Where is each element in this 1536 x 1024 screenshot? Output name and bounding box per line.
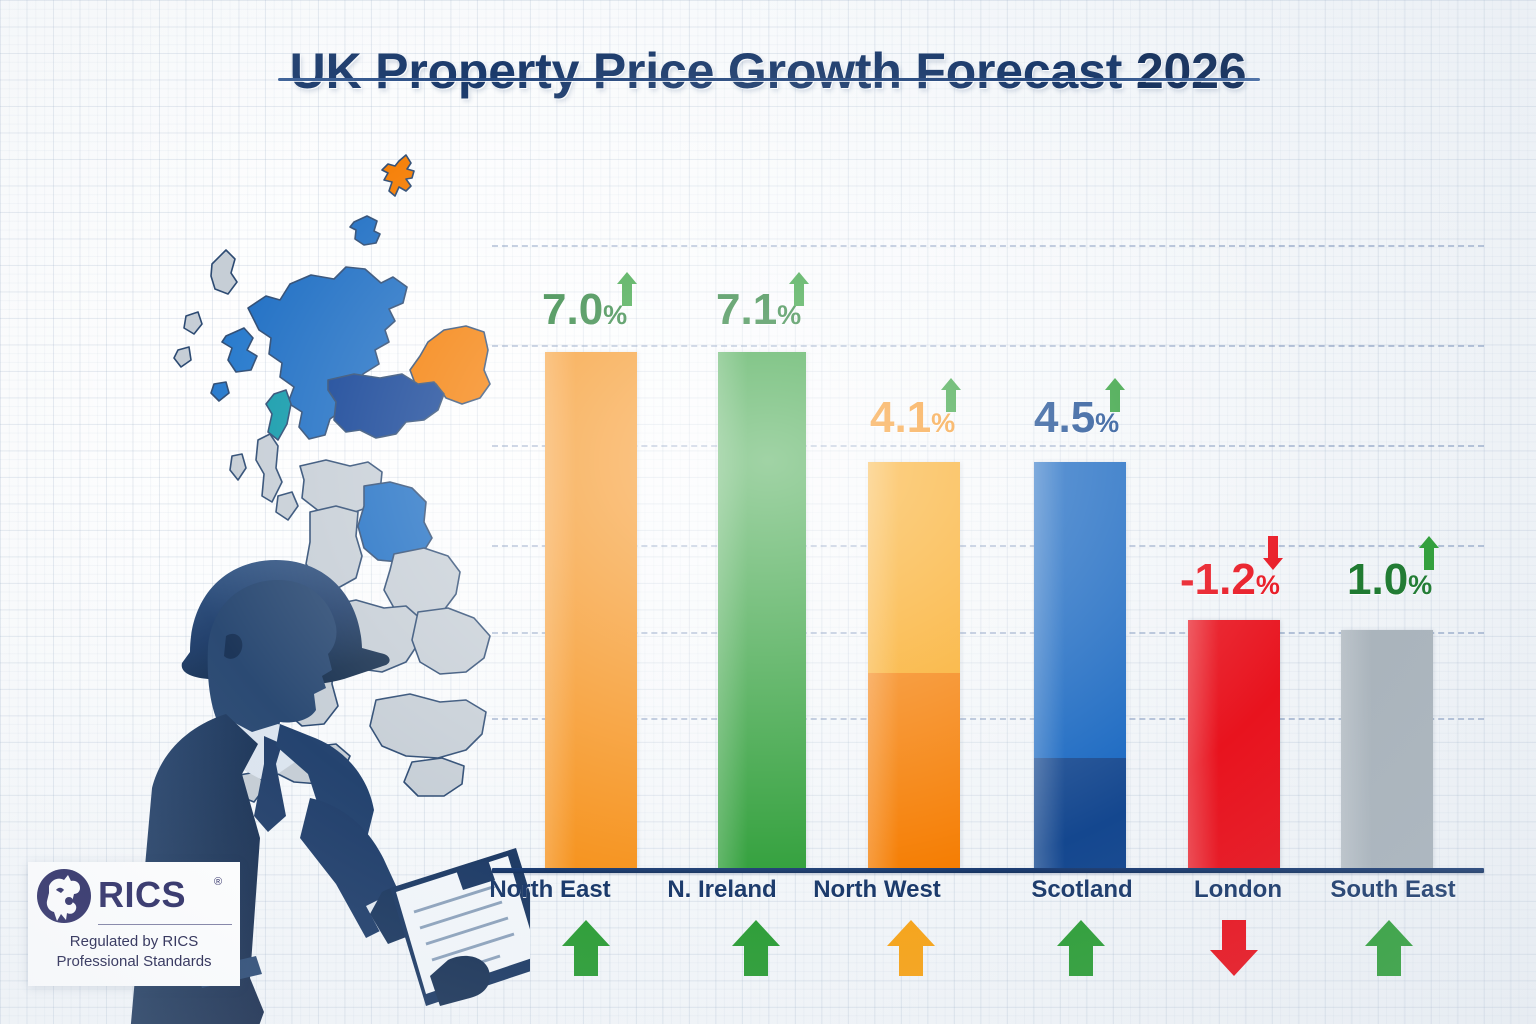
gridline	[492, 718, 1484, 720]
value-percent-sign: %	[1255, 570, 1280, 600]
category-label-n-ireland: N. Ireland	[667, 876, 777, 903]
value-number: -1.2	[1180, 555, 1256, 604]
map-region-skye	[210, 327, 258, 402]
value-number: 4.5	[1034, 393, 1096, 442]
title-block: UK Property Price Growth Forecast 2026	[0, 44, 1536, 98]
value-number: 7.0	[542, 285, 604, 334]
map-region-shetland	[381, 154, 415, 197]
direction-arrow-london	[1210, 920, 1258, 976]
trend-up-arrow-south-east	[1419, 536, 1439, 570]
map-region-kintyre	[229, 433, 299, 521]
value-percent-sign: %	[931, 408, 956, 438]
value-number: 4.1	[870, 393, 932, 442]
logo-subtitle-line1: Regulated by RICS	[69, 933, 199, 950]
map-region-central-scotland	[327, 373, 445, 439]
bar-scotland[interactable]	[1034, 462, 1126, 868]
direction-arrow-scotland	[1057, 920, 1105, 976]
trend-up-arrow-n-ireland	[789, 272, 809, 306]
value-number: 1.0	[1347, 555, 1409, 604]
value-label-north-east: 7.0%	[542, 288, 627, 332]
trend-up-arrow-north-west	[941, 378, 961, 412]
direction-arrow-south-east	[1365, 920, 1413, 976]
category-label-scotland: Scotland	[1031, 876, 1133, 903]
value-number: 7.1	[716, 285, 778, 334]
rics-wordmark: RICS	[98, 874, 187, 915]
trend-up-arrow-north-east	[617, 272, 637, 306]
category-label-north-east: North East	[489, 876, 611, 903]
gridline	[492, 245, 1484, 247]
rics-crest-icon	[37, 869, 91, 923]
bar-south-east[interactable]	[1341, 630, 1433, 868]
category-label-north-west: North West	[813, 876, 941, 903]
map-region-orkney	[349, 215, 381, 246]
x-axis-baseline	[492, 868, 1484, 873]
registered-mark: ®	[214, 876, 223, 888]
gridline	[492, 545, 1484, 547]
direction-arrow-north-east	[562, 920, 610, 976]
bar-london[interactable]	[1188, 620, 1280, 868]
direction-arrow-n-ireland	[732, 920, 780, 976]
trend-down-arrow-london	[1263, 536, 1283, 570]
bar-n-ireland[interactable]	[718, 352, 806, 868]
title-underline	[278, 78, 1260, 81]
value-percent-sign: %	[1095, 408, 1120, 438]
gridline	[492, 445, 1484, 447]
title-main-text: UK Property Price Growth Forecast	[289, 43, 1136, 99]
value-percent-sign: %	[1408, 570, 1433, 600]
map-region-argyll	[265, 389, 292, 441]
page-title: UK Property Price Growth Forecast 2026	[0, 44, 1536, 98]
gridline	[492, 345, 1484, 347]
bar-north-west[interactable]	[868, 462, 960, 868]
bar-chart: 7.0% 7.1% 4.1% 4.5% -1.2% 1.0%	[492, 200, 1484, 873]
bar-north-east[interactable]	[545, 352, 637, 868]
direction-arrow-north-west	[887, 920, 935, 976]
gridline	[492, 632, 1484, 634]
trend-up-arrow-scotland	[1105, 378, 1125, 412]
rics-logo: RICS ® Regulated by RICS Professional St…	[28, 862, 240, 986]
category-label-london: London	[1194, 876, 1282, 903]
map-region-outer-hebrides	[173, 249, 238, 368]
title-year-text: 2026	[1135, 43, 1247, 99]
logo-subtitle-line2: Professional Standards	[56, 952, 212, 970]
category-label-south-east: South East	[1330, 876, 1456, 903]
logo-divider	[98, 924, 232, 925]
